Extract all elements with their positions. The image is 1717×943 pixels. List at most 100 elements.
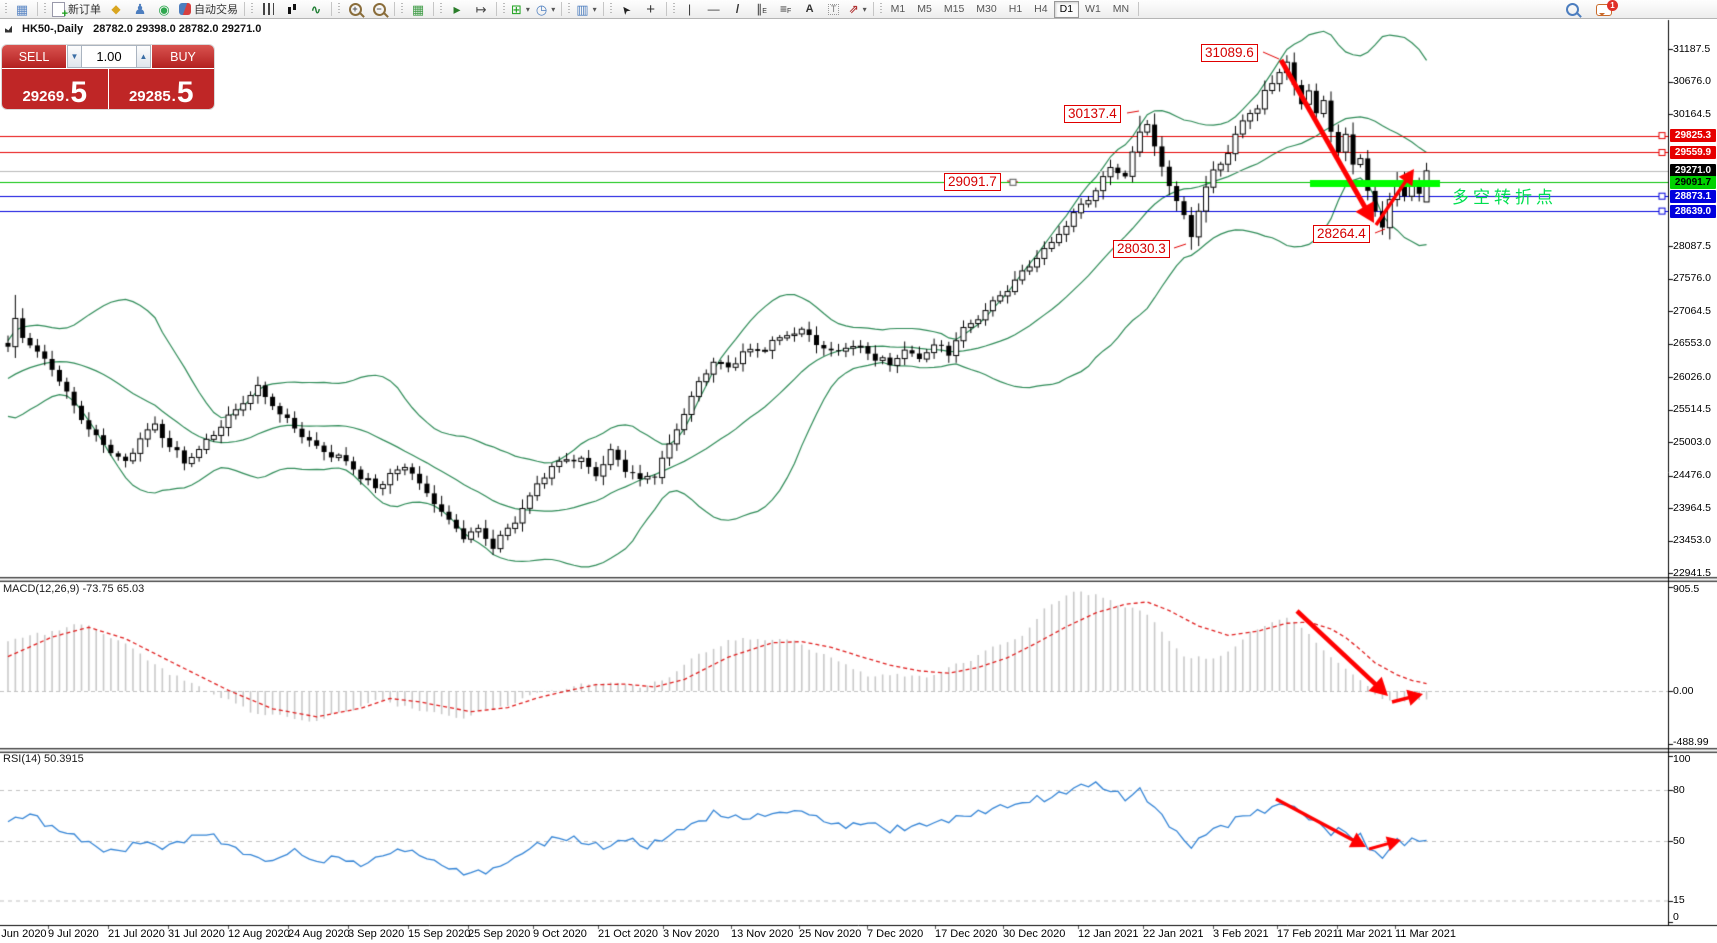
- toolbar-grip: [400, 3, 404, 15]
- toolbar-grip: [671, 3, 676, 15]
- auto-trading-button[interactable]: 自动交易: [176, 0, 241, 19]
- toolbar-grip: [250, 3, 254, 15]
- timeframe-d1[interactable]: D1: [1053, 0, 1080, 18]
- cursor-button[interactable]: [615, 0, 639, 19]
- chart-template-button[interactable]: [573, 0, 599, 19]
- price-scale-tick: 26026.0: [1673, 370, 1711, 383]
- price-callout[interactable]: 30137.4: [1064, 105, 1121, 123]
- new-chart-button[interactable]: [508, 0, 533, 19]
- candlestick-chart-button[interactable]: [280, 0, 304, 19]
- date-label: 9 Oct 2020: [533, 928, 587, 940]
- arrows-icon: [849, 3, 859, 15]
- crosshair-button[interactable]: [639, 0, 663, 19]
- date-label: 3 Nov 2020: [663, 928, 720, 940]
- price-line-label: 28873.1: [1670, 189, 1716, 203]
- timeframe-w1[interactable]: W1: [1085, 3, 1101, 15]
- toolbar-separator: [872, 2, 874, 16]
- rsi-scale-tick: 100: [1673, 753, 1691, 765]
- notifications-button[interactable]: 1: [1592, 0, 1618, 19]
- timeframe-h4[interactable]: H4: [1034, 3, 1048, 15]
- date-label: 7 Dec 2020: [867, 928, 924, 940]
- toolbar-separator: [1138, 2, 1140, 16]
- date-label: 17 Feb 2021: [1277, 928, 1339, 940]
- buy-price-frac: 5: [176, 76, 194, 109]
- volume-input[interactable]: 1.00: [82, 45, 136, 68]
- chart-template-icon: [576, 3, 588, 16]
- chart-window-icon: [16, 3, 28, 16]
- new-chart-icon: [511, 3, 522, 16]
- text-label-icon: [827, 3, 840, 15]
- arrows-button[interactable]: [846, 0, 870, 19]
- sell-price[interactable]: 29269 . 5: [2, 69, 109, 109]
- volume-increase-button[interactable]: ▲: [136, 45, 151, 68]
- bar-chart-button[interactable]: [256, 0, 280, 19]
- new-order-icon: [52, 1, 68, 20]
- horizontal-line-button[interactable]: [702, 0, 726, 19]
- notification-badge: 1: [1607, 0, 1618, 11]
- date-label: 17 Dec 2020: [935, 928, 998, 940]
- trend-line-button[interactable]: [726, 0, 750, 19]
- price-callout[interactable]: 28030.3: [1113, 240, 1170, 258]
- chart-symbol-icon: [5, 25, 12, 33]
- toolbar-separator: [331, 2, 332, 16]
- date-label: 3 Feb 2021: [1213, 928, 1269, 940]
- auto-trading-icon: [179, 3, 191, 15]
- search-button[interactable]: [1560, 0, 1584, 19]
- toolbar-separator: [602, 2, 604, 16]
- indicator-list-button[interactable]: [104, 0, 128, 19]
- sell-button[interactable]: SELL: [2, 45, 67, 68]
- price-callout[interactable]: 31089.6: [1201, 44, 1258, 62]
- text-icon: [806, 4, 814, 15]
- price-callout[interactable]: 29091.7: [944, 173, 1001, 191]
- timeframe-m30[interactable]: M30: [976, 3, 997, 15]
- search-icon: [1565, 3, 1579, 16]
- timeframe-m15[interactable]: M15: [943, 3, 965, 15]
- turning-point-annotation[interactable]: 多空转折点: [1452, 188, 1557, 207]
- periods-button[interactable]: [533, 0, 558, 19]
- chart-shift-button[interactable]: [469, 0, 493, 19]
- auto-scroll-button[interactable]: [445, 0, 469, 19]
- timeframe-m1[interactable]: M1: [890, 3, 906, 15]
- price-line-label: 28639.0: [1670, 204, 1716, 218]
- timeframe-mn[interactable]: MN: [1112, 3, 1130, 15]
- fibonacci-button[interactable]: [774, 0, 798, 19]
- equidistant-channel-button[interactable]: [750, 0, 774, 19]
- toolbar-button-label: 新订单: [68, 4, 101, 16]
- buy-button[interactable]: BUY: [151, 45, 214, 68]
- timeframe-m5[interactable]: M5: [917, 3, 932, 15]
- trend-line-icon: [736, 3, 739, 15]
- vertical-line-button[interactable]: [678, 0, 702, 19]
- chart-window-button[interactable]: [10, 0, 34, 19]
- text-label-button[interactable]: [822, 0, 846, 19]
- toolbar-button-label: 自动交易: [194, 4, 238, 16]
- zoom-in-glass: +: [348, 2, 362, 16]
- equidistant-channel-icon: [756, 3, 767, 15]
- signal-button[interactable]: [152, 0, 176, 19]
- indicator-list-icon: [111, 3, 120, 15]
- price-scale-tick: 27576.0: [1673, 272, 1711, 285]
- chat-bubble-icon: 1: [1596, 0, 1618, 16]
- tile-windows-button[interactable]: [406, 0, 430, 19]
- macd-scale-tick: 905.5: [1673, 583, 1700, 595]
- timeframe-h1[interactable]: H1: [1008, 3, 1023, 15]
- oct-top-row: SELL ▼ 1.00 ▲ BUY: [2, 45, 214, 68]
- buy-price[interactable]: 29285 . 5: [108, 69, 214, 109]
- new-order-button[interactable]: 新订单: [49, 0, 104, 20]
- text-button[interactable]: [798, 0, 822, 19]
- vertical-line-icon: [688, 3, 691, 15]
- chart-shift-icon: [476, 3, 487, 16]
- volume-decrease-button[interactable]: ▼: [67, 45, 82, 68]
- line-chart-button[interactable]: [304, 0, 328, 19]
- zoom-out-button[interactable]: −: [367, 0, 391, 19]
- price-callout[interactable]: 28264.4: [1313, 225, 1370, 243]
- candlestick-chart-icon: [286, 2, 298, 16]
- zoom-in-button[interactable]: +: [343, 0, 367, 19]
- date-label: 12 Jan 2021: [1078, 928, 1139, 940]
- price-scale-tick: 23964.5: [1673, 501, 1711, 514]
- price-scale-tick: 26553.0: [1673, 337, 1711, 350]
- crosshair-icon: [646, 2, 655, 17]
- toolbar-grip: [567, 3, 572, 15]
- market-watch-button[interactable]: [128, 0, 152, 19]
- price-scale-tick: 25003.0: [1673, 435, 1711, 448]
